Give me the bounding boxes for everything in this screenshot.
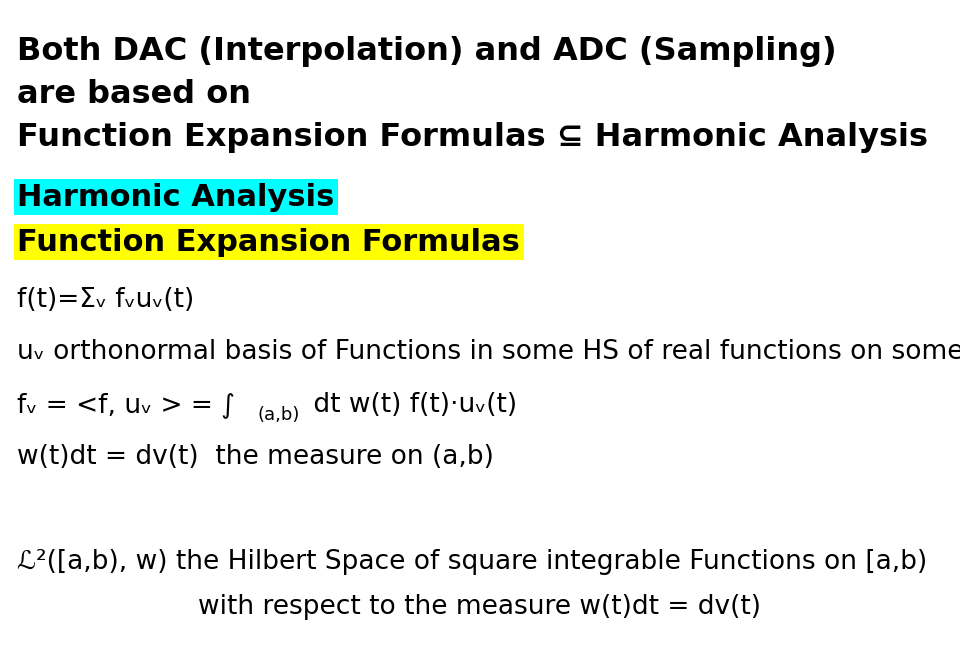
Text: w(t)dt = dv(t)  the measure on (a,b): w(t)dt = dv(t) the measure on (a,b) [17, 444, 494, 470]
Text: uᵥ orthonormal basis of Functions in some HS of real functions on some interval : uᵥ orthonormal basis of Functions in som… [17, 339, 960, 365]
Text: Both DAC (Interpolation) and ADC (Sampling): Both DAC (Interpolation) and ADC (Sampli… [17, 36, 837, 67]
Text: Function Expansion Formulas: Function Expansion Formulas [17, 228, 520, 256]
Text: dt w(t) f(t)·uᵥ(t): dt w(t) f(t)·uᵥ(t) [305, 392, 517, 418]
Text: are based on: are based on [17, 79, 252, 110]
Text: Function Expansion Formulas ⊆ Harmonic Analysis: Function Expansion Formulas ⊆ Harmonic A… [17, 122, 928, 153]
Text: f(t)=Σᵥ fᵥuᵥ(t): f(t)=Σᵥ fᵥuᵥ(t) [17, 287, 195, 313]
Text: ℒ²([a,b), w) the Hilbert Space of square integrable Functions on [a,b): ℒ²([a,b), w) the Hilbert Space of square… [17, 549, 927, 575]
Text: with respect to the measure w(t)dt = dv(t): with respect to the measure w(t)dt = dv(… [199, 594, 761, 620]
Text: (a,b): (a,b) [257, 406, 300, 424]
Text: Harmonic Analysis: Harmonic Analysis [17, 183, 335, 211]
Text: fᵥ = <f, uᵥ > = ∫: fᵥ = <f, uᵥ > = ∫ [17, 392, 235, 418]
